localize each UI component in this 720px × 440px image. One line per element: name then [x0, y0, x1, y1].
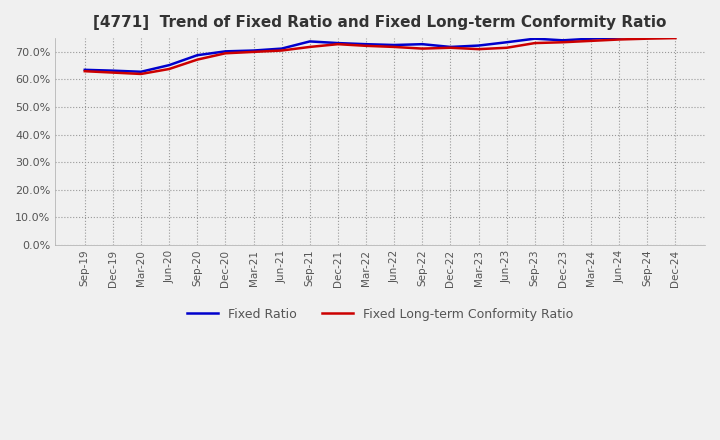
- Title: [4771]  Trend of Fixed Ratio and Fixed Long-term Conformity Ratio: [4771] Trend of Fixed Ratio and Fixed Lo…: [94, 15, 667, 30]
- Fixed Ratio: [165, 62, 174, 68]
- Fixed Long-term Conformity Ratio: [305, 44, 314, 50]
- Line: Fixed Ratio: Fixed Ratio: [85, 35, 675, 72]
- Fixed Long-term Conformity Ratio: [587, 38, 595, 44]
- Fixed Long-term Conformity Ratio: [277, 48, 286, 53]
- Fixed Long-term Conformity Ratio: [193, 57, 202, 62]
- Fixed Long-term Conformity Ratio: [109, 70, 117, 75]
- Fixed Ratio: [418, 41, 427, 47]
- Fixed Ratio: [587, 36, 595, 41]
- Fixed Long-term Conformity Ratio: [671, 36, 680, 41]
- Fixed Long-term Conformity Ratio: [531, 40, 539, 46]
- Line: Fixed Long-term Conformity Ratio: Fixed Long-term Conformity Ratio: [85, 38, 675, 74]
- Fixed Long-term Conformity Ratio: [418, 46, 427, 51]
- Fixed Long-term Conformity Ratio: [446, 45, 455, 51]
- Fixed Ratio: [249, 48, 258, 53]
- Fixed Long-term Conformity Ratio: [615, 37, 624, 42]
- Fixed Long-term Conformity Ratio: [390, 44, 398, 50]
- Fixed Long-term Conformity Ratio: [643, 36, 652, 41]
- Fixed Ratio: [193, 52, 202, 58]
- Fixed Long-term Conformity Ratio: [137, 71, 145, 77]
- Fixed Ratio: [361, 41, 370, 47]
- Fixed Ratio: [109, 68, 117, 73]
- Legend: Fixed Ratio, Fixed Long-term Conformity Ratio: Fixed Ratio, Fixed Long-term Conformity …: [182, 303, 578, 326]
- Fixed Ratio: [503, 40, 511, 45]
- Fixed Long-term Conformity Ratio: [559, 40, 567, 45]
- Fixed Ratio: [531, 36, 539, 41]
- Fixed Ratio: [277, 46, 286, 51]
- Fixed Ratio: [559, 38, 567, 43]
- Fixed Ratio: [671, 32, 680, 37]
- Fixed Long-term Conformity Ratio: [249, 49, 258, 55]
- Fixed Ratio: [615, 35, 624, 40]
- Fixed Ratio: [333, 40, 342, 46]
- Fixed Long-term Conformity Ratio: [503, 45, 511, 51]
- Fixed Long-term Conformity Ratio: [221, 51, 230, 56]
- Fixed Long-term Conformity Ratio: [165, 66, 174, 72]
- Fixed Ratio: [643, 33, 652, 39]
- Fixed Ratio: [137, 69, 145, 74]
- Fixed Ratio: [221, 49, 230, 54]
- Fixed Ratio: [305, 39, 314, 44]
- Fixed Long-term Conformity Ratio: [361, 43, 370, 48]
- Fixed Ratio: [81, 67, 89, 73]
- Fixed Long-term Conformity Ratio: [333, 41, 342, 47]
- Fixed Long-term Conformity Ratio: [81, 69, 89, 74]
- Fixed Ratio: [390, 42, 398, 48]
- Fixed Long-term Conformity Ratio: [474, 47, 483, 52]
- Fixed Ratio: [474, 43, 483, 48]
- Fixed Ratio: [446, 44, 455, 50]
